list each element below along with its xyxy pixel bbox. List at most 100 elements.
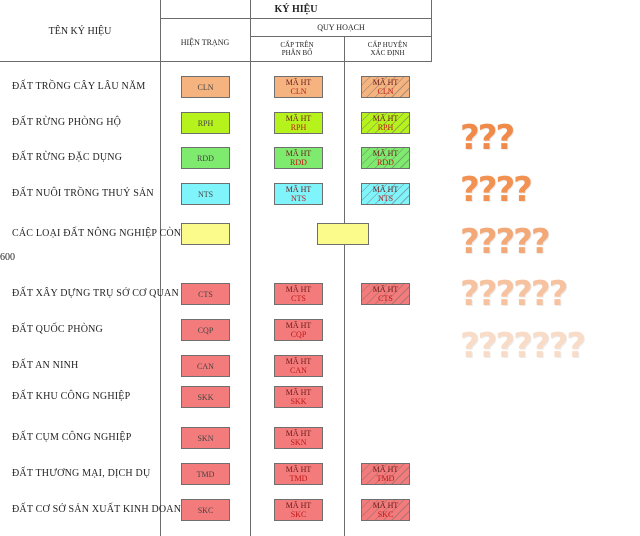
symbol-label: MÃ HT: [285, 357, 312, 366]
current-symbol-box: CTS: [181, 283, 230, 305]
grid-line: [344, 36, 345, 536]
row-name: ĐẤT AN NINH: [12, 360, 79, 371]
symbol-code: CTS: [378, 294, 393, 303]
question-mark-text: ???????: [460, 326, 586, 366]
symbol-code: TMD: [376, 474, 395, 483]
planning-symbol-box: [317, 223, 369, 245]
upper-symbol-box: MÃ HT SKN: [274, 427, 323, 449]
symbol-code: SKN: [290, 438, 307, 447]
symbol-code: RDD: [290, 158, 307, 167]
symbol-code: CLN: [290, 87, 307, 96]
symbol-label: MÃ HT: [285, 78, 312, 87]
grid-line: [250, 36, 432, 37]
symbol-code: CTS: [291, 294, 306, 303]
symbol-code: CAN: [197, 361, 214, 371]
current-symbol-box: SKN: [181, 427, 230, 449]
symbol-code: CQP: [290, 330, 307, 339]
symbol-code: SKC: [197, 505, 214, 515]
grid-line: [160, 0, 161, 536]
current-symbol-box: RPH: [181, 112, 230, 134]
row-name: ĐẤT RỪNG ĐẶC DỤNG: [12, 152, 123, 163]
row-name: ĐẤT KHU CÔNG NGHIỆP: [12, 391, 131, 402]
grid-line: [431, 0, 432, 62]
row-name: ĐẤT CỤM CÔNG NGHIỆP: [12, 432, 132, 443]
symbol-code: CLN: [197, 82, 214, 92]
row-name: ĐẤT NUÔI TRỒNG THUỶ SẢN: [12, 188, 154, 199]
district-symbol-box: MÃ HT CTS: [361, 283, 410, 305]
grid-line: [250, 0, 251, 536]
symbol-code: NTS: [197, 189, 214, 199]
symbol-label: MÃ HT: [285, 429, 312, 438]
current-symbol-box: SKC: [181, 499, 230, 521]
current-symbol-box: CLN: [181, 76, 230, 98]
symbol-label: MÃ HT: [372, 149, 399, 158]
symbol-code: SKC: [290, 510, 307, 519]
upper-symbol-box: MÃ HT CTS: [274, 283, 323, 305]
upper-symbol-box: MÃ HT SKC: [274, 499, 323, 521]
row-name: ĐẤT RỪNG PHÒNG HỘ: [12, 117, 122, 128]
symbol-code: SKK: [290, 397, 307, 406]
symbol-label: MÃ HT: [372, 501, 399, 510]
header-planning: QUY HOẠCH: [317, 23, 365, 32]
header-symbol: KÝ HIỆU: [274, 4, 318, 15]
upper-symbol-box: MÃ HT TMD: [274, 463, 323, 485]
symbol-label: MÃ HT: [285, 285, 312, 294]
symbol-label: MÃ HT: [372, 114, 399, 123]
symbol-code: NTS: [377, 194, 394, 203]
symbol-label: MÃ HT: [372, 285, 399, 294]
district-symbol-box: MÃ HT SKC: [361, 499, 410, 521]
symbol-code: SKN: [197, 433, 214, 443]
question-mark-text: ?????: [460, 222, 551, 262]
row-name: CÁC LOẠI ĐẤT NÔNG NGHIỆP CÒN LẠI *: [12, 228, 210, 239]
side-number: 600: [0, 252, 15, 263]
current-symbol-box: [181, 223, 230, 245]
upper-symbol-box: MÃ HT RDD: [274, 147, 323, 169]
symbol-code: TMD: [289, 474, 308, 483]
current-symbol-box: RDD: [181, 147, 230, 169]
current-symbol-box: TMD: [181, 463, 230, 485]
district-symbol-box: MÃ HT RPH: [361, 112, 410, 134]
upper-symbol-box: MÃ HT RPH: [274, 112, 323, 134]
symbol-code: SKK: [197, 392, 214, 402]
current-symbol-box: SKK: [181, 386, 230, 408]
question-mark-text: ???: [460, 118, 515, 158]
symbol-code: RPH: [377, 123, 394, 132]
symbol-code: CQP: [197, 325, 214, 335]
symbol-code: SKC: [377, 510, 394, 519]
question-mark-text: ??????: [460, 274, 568, 314]
row-name: ĐẤT TRỒNG CÂY LÂU NĂM: [12, 81, 146, 92]
district-symbol-box: MÃ HT CLN: [361, 76, 410, 98]
symbol-label: MÃ HT: [372, 78, 399, 87]
symbol-label: MÃ HT: [285, 501, 312, 510]
header-current: HIỆN TRẠNG: [180, 38, 230, 47]
symbol-label: MÃ HT: [285, 321, 312, 330]
grid-line: [0, 61, 432, 62]
symbol-code: CTS: [198, 289, 213, 299]
district-symbol-box: MÃ HT TMD: [361, 463, 410, 485]
symbol-label: MÃ HT: [285, 185, 312, 194]
row-name: ĐẤT CƠ SỞ SẢN XUẤT KINH DOANH: [12, 504, 189, 515]
symbol-code: RPH: [290, 123, 307, 132]
upper-symbol-box: MÃ HT CAN: [274, 355, 323, 377]
symbol-code: TMD: [196, 469, 215, 479]
current-symbol-box: CQP: [181, 319, 230, 341]
symbol-code: RDD: [377, 158, 394, 167]
symbol-label: MÃ HT: [285, 388, 312, 397]
upper-symbol-box: MÃ HT SKK: [274, 386, 323, 408]
district-symbol-box: MÃ HT NTS: [361, 183, 410, 205]
symbol-code: RPH: [197, 118, 214, 128]
current-symbol-box: NTS: [181, 183, 230, 205]
symbol-code: CAN: [290, 366, 307, 375]
header-district-level: CẤP HUYỆN XÁC ĐỊNH: [367, 41, 408, 58]
symbol-code: NTS: [290, 194, 307, 203]
header-name: TÊN KÝ HIỆU: [48, 26, 112, 37]
symbol-label: MÃ HT: [285, 465, 312, 474]
grid-line: [160, 18, 432, 19]
row-name: ĐẤT XÂY DỰNG TRỤ SỞ CƠ QUAN: [12, 288, 179, 299]
upper-symbol-box: MÃ HT NTS: [274, 183, 323, 205]
symbol-label: MÃ HT: [372, 465, 399, 474]
upper-symbol-box: MÃ HT CLN: [274, 76, 323, 98]
row-name: ĐẤT QUỐC PHÒNG: [12, 324, 103, 335]
symbol-code: RDD: [197, 153, 214, 163]
question-mark-text: ????: [460, 170, 533, 210]
